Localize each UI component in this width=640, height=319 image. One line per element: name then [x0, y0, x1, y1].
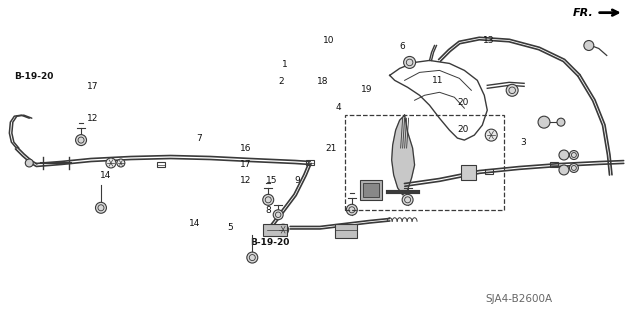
Circle shape [106, 158, 116, 168]
Text: 14: 14 [100, 171, 111, 180]
Text: 14: 14 [189, 219, 201, 227]
Text: 8: 8 [266, 206, 271, 215]
Text: 3: 3 [521, 137, 527, 146]
Text: 13: 13 [483, 36, 494, 45]
Text: 6: 6 [399, 42, 405, 51]
Circle shape [95, 202, 106, 213]
Circle shape [557, 118, 565, 126]
Circle shape [263, 194, 274, 205]
Circle shape [26, 159, 33, 167]
Bar [360, 180, 381, 200]
Bar [550, 162, 558, 167]
Text: 20: 20 [457, 98, 468, 107]
Circle shape [570, 163, 579, 173]
Text: 19: 19 [362, 85, 373, 94]
Polygon shape [392, 115, 415, 195]
Bar [485, 169, 493, 174]
Circle shape [559, 150, 569, 160]
Bar [363, 183, 379, 197]
Text: 17: 17 [241, 160, 252, 169]
Text: 12: 12 [241, 176, 252, 185]
Circle shape [278, 224, 289, 235]
Circle shape [247, 252, 258, 263]
Bar [263, 224, 287, 236]
Text: 11: 11 [431, 76, 443, 85]
Text: 4: 4 [336, 103, 342, 112]
Text: 9: 9 [294, 176, 300, 185]
Circle shape [559, 165, 569, 175]
Bar [335, 224, 357, 238]
Circle shape [584, 41, 594, 50]
Text: SJA4-B2600A: SJA4-B2600A [486, 294, 553, 304]
Text: 12: 12 [88, 114, 99, 123]
Text: 20: 20 [457, 125, 468, 134]
Bar [306, 160, 314, 166]
Circle shape [76, 135, 86, 145]
Circle shape [273, 210, 283, 220]
Text: 21: 21 [325, 144, 337, 153]
Text: 15: 15 [266, 176, 277, 185]
Text: 2: 2 [278, 77, 284, 86]
Circle shape [402, 194, 413, 205]
Circle shape [117, 159, 125, 167]
Bar [461, 165, 476, 180]
Bar [345, 115, 504, 210]
Text: 1: 1 [282, 60, 287, 69]
Text: 18: 18 [317, 77, 328, 86]
Circle shape [404, 56, 415, 68]
Circle shape [506, 84, 518, 96]
Circle shape [538, 116, 550, 128]
Text: FR.: FR. [573, 8, 594, 18]
Text: 10: 10 [323, 36, 335, 45]
Text: B-19-20: B-19-20 [250, 238, 289, 247]
Text: 16: 16 [241, 144, 252, 153]
Text: 17: 17 [88, 82, 99, 91]
Circle shape [346, 204, 357, 215]
Circle shape [485, 129, 497, 141]
Text: 7: 7 [196, 134, 202, 143]
Bar [157, 162, 164, 167]
Text: B-19-20: B-19-20 [14, 72, 54, 81]
Circle shape [570, 151, 579, 160]
Text: 5: 5 [228, 223, 234, 232]
